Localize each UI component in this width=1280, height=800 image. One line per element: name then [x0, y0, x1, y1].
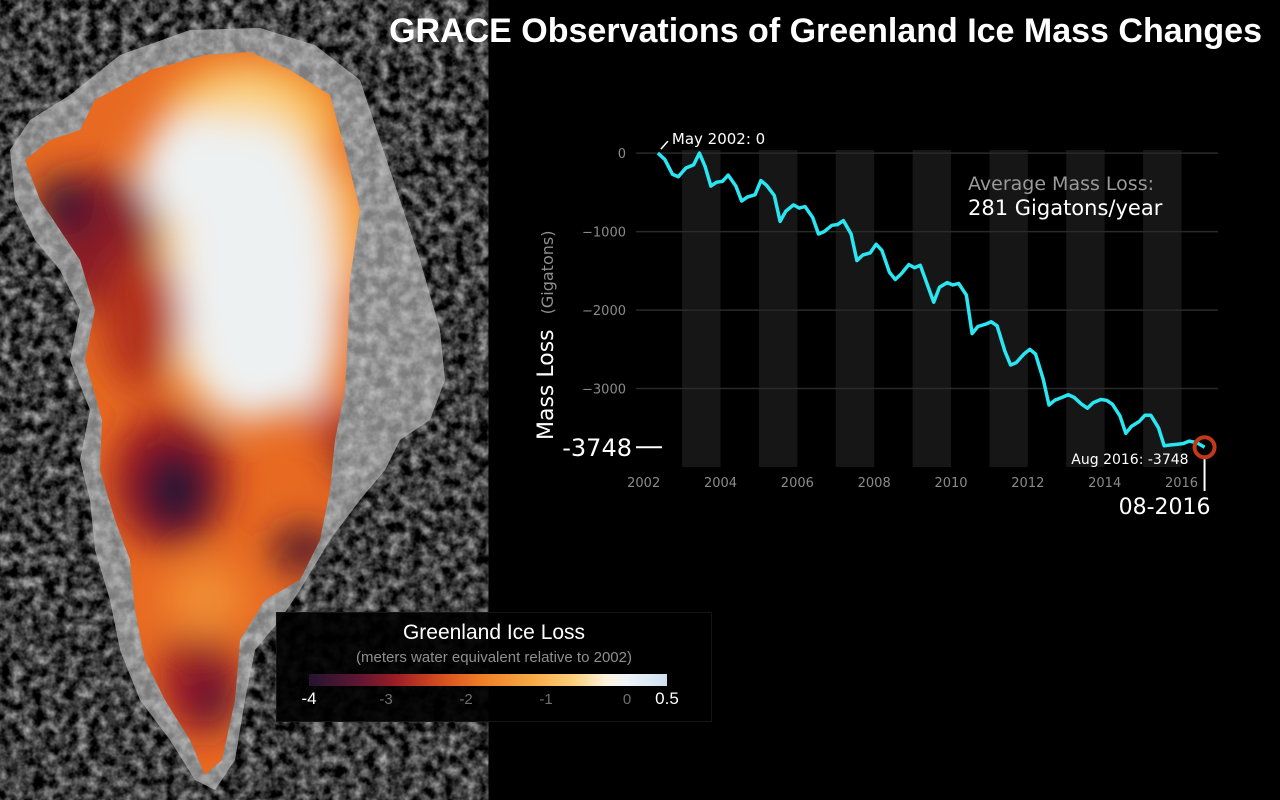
series-line	[656, 151, 1206, 449]
year-bands	[682, 150, 1182, 467]
year-band	[682, 150, 721, 467]
color-legend: Greenland Ice Loss (meters water equival…	[276, 612, 712, 722]
year-band	[758, 150, 798, 467]
legend-tick-min: -4	[301, 689, 317, 708]
legend-tick-max: 0.5	[655, 689, 679, 708]
y-axis-label-main: Mass Loss	[534, 329, 559, 440]
average-loss-value: 281 Gigatons/year	[968, 196, 1163, 220]
legend-color-bar	[309, 674, 667, 686]
x-tick-label: 2004	[704, 476, 737, 491]
legend-title: Greenland Ice Loss	[402, 621, 586, 644]
y-tick-label: 0	[618, 147, 626, 162]
year-band	[835, 150, 875, 467]
legend-tick: -3	[379, 691, 393, 708]
start-annotation-leader	[660, 140, 669, 150]
y-tick-label: −3000	[582, 383, 626, 398]
x-tick-label: 2014	[1088, 476, 1121, 491]
year-band	[1066, 150, 1105, 467]
x-tick-label: 2016	[1165, 476, 1198, 491]
page-title: GRACE Observations of Greenland Ice Mass…	[389, 12, 1262, 50]
gridlines	[636, 152, 1218, 390]
x-tick-label: 2008	[858, 476, 891, 491]
y-tick-label: −2000	[582, 304, 626, 319]
year-band	[912, 150, 952, 467]
legend-tick: -1	[539, 691, 553, 708]
legend-tick: -2	[459, 691, 473, 708]
x-tick-label: 2010	[934, 476, 967, 491]
y-axis-label-unit: (Gigatons)	[538, 231, 557, 315]
current-value-label: -3748	[562, 434, 632, 462]
average-loss-label: Average Mass Loss:	[968, 173, 1154, 195]
y-axis-ticks: 0 −1000 −2000 −3000	[582, 147, 626, 397]
x-axis-ticks: 2002 2004 2006 2008 2010 2012 2014 2016	[627, 476, 1198, 491]
x-tick-label: 2006	[781, 476, 814, 491]
y-tick-label: −1000	[582, 226, 626, 241]
x-tick-label: 2002	[627, 476, 660, 491]
legend-subtitle: (meters water equivalent relative to 200…	[356, 649, 632, 666]
legend-tick: 0	[622, 691, 632, 708]
x-tick-label: 2012	[1011, 476, 1044, 491]
start-annotation: May 2002: 0	[672, 130, 765, 148]
end-annotation: Aug 2016: -3748	[1071, 452, 1188, 468]
year-band	[989, 150, 1028, 467]
y-axis-label: Mass Loss (Gigatons)	[534, 231, 559, 440]
current-date-label: 08-2016	[1119, 495, 1211, 520]
current-point-marker	[1192, 435, 1217, 460]
